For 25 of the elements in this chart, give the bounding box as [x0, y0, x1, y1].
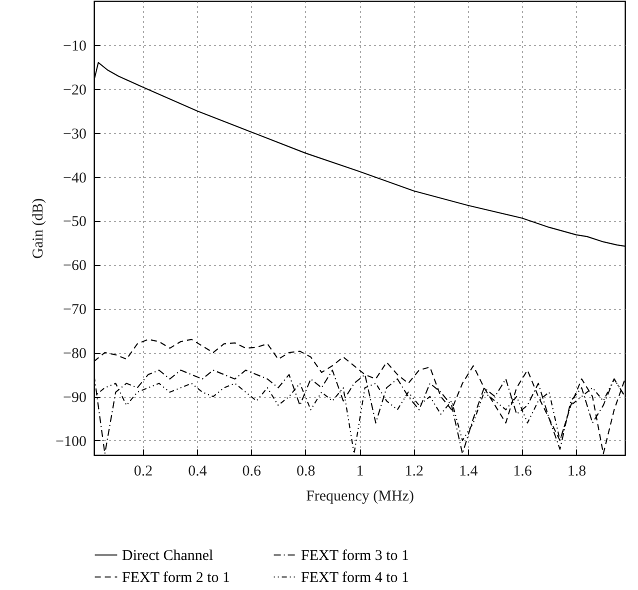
x-tick-label: 0.6 — [242, 464, 262, 480]
y-tick-label: −50 — [63, 214, 86, 230]
legend-label: FEXT form 2 to 1 — [122, 570, 230, 586]
x-tick-label: 0.8 — [296, 464, 316, 480]
x-tick-label: 1.8 — [567, 464, 586, 480]
x-tick-label: 0.2 — [134, 464, 153, 480]
y-axis-title: Gain (dB) — [30, 198, 47, 259]
y-tick-label: −60 — [63, 258, 86, 274]
y-tick-label: −80 — [63, 346, 86, 362]
y-tick-label: −100 — [56, 434, 86, 450]
legend-label: FEXT form 4 to 1 — [301, 570, 410, 586]
x-tick-label: 1.4 — [458, 464, 478, 480]
x-tick-label: 1.6 — [513, 464, 532, 480]
x-axis-title: Frequency (MHz) — [306, 488, 414, 504]
y-tick-label: −10 — [63, 38, 86, 54]
y-tick-label: −40 — [63, 170, 86, 186]
y-tick-label: −20 — [63, 82, 86, 98]
x-tick-label: 1.2 — [404, 464, 424, 480]
y-tick-label: −70 — [63, 302, 86, 318]
legend-label: Direct Channel — [122, 548, 214, 564]
y-tick-label: −90 — [63, 390, 86, 406]
x-tick-label: 0.4 — [188, 464, 208, 480]
x-tick-label: 1 — [356, 464, 364, 480]
y-tick-label: −30 — [63, 126, 86, 142]
legend-label: FEXT form 3 to 1 — [301, 548, 410, 564]
